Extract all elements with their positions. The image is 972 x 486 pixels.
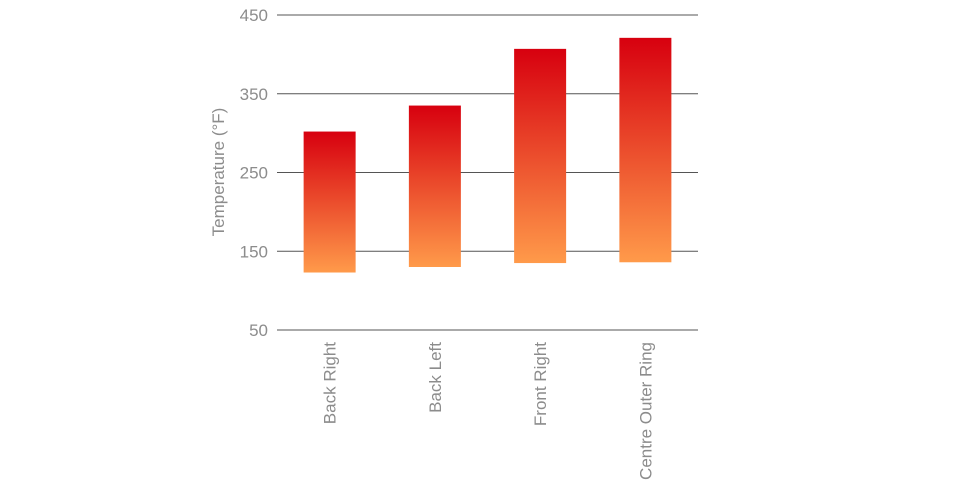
x-axis-category-labels: Back Right Back Left Front Right Centre Out…: [321, 342, 656, 480]
y-tick-label: 150: [240, 242, 268, 261]
y-tick-label: 50: [249, 321, 268, 340]
x-category-label: Centre Outer Ring: [636, 342, 655, 480]
y-tick-label: 450: [240, 6, 268, 25]
bars: [303, 37, 672, 273]
y-tick-label: 350: [240, 85, 268, 104]
x-category-label: Front Right: [531, 342, 550, 426]
y-axis-title: Temperature (°F): [209, 108, 228, 237]
x-category-label: Back Left: [426, 342, 445, 413]
y-tick-label: 250: [240, 164, 268, 183]
bar-front-right: [514, 48, 567, 264]
bar-back-right: [303, 131, 356, 273]
bar-back-left: [408, 105, 461, 267]
y-axis-tick-labels: 450 350 250 150 50: [240, 6, 268, 340]
bar-centre-outer-ring: [619, 37, 672, 263]
x-category-label: Back Right: [321, 342, 340, 424]
